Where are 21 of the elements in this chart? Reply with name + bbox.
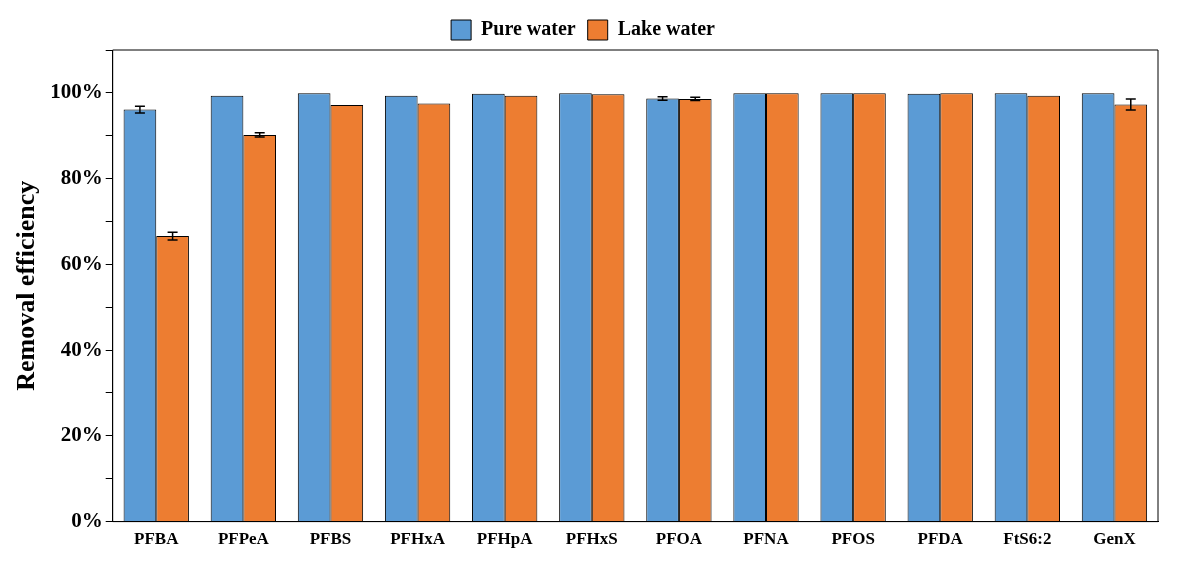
x-tick-label: GenX bbox=[1093, 529, 1137, 549]
y-tick-label: 40% bbox=[60, 336, 103, 361]
x-tick-label: PFHpA bbox=[476, 529, 534, 549]
x-tick-label: PFOS bbox=[831, 529, 875, 549]
x-tick-label: PFBS bbox=[309, 529, 352, 549]
y-tick-label: 100% bbox=[50, 79, 103, 104]
y-axis-title: Removal efficiency bbox=[11, 180, 41, 391]
x-tick-label: PFOA bbox=[655, 529, 703, 549]
legend-label: Lake water bbox=[617, 17, 716, 40]
x-tick-label: FtS6:2 bbox=[1003, 529, 1052, 549]
x-tick-label: PFBA bbox=[134, 529, 180, 549]
x-tick-label: PFNA bbox=[743, 529, 790, 549]
x-tick-label: PFHxA bbox=[390, 529, 446, 549]
x-tick-label: PFDA bbox=[917, 529, 964, 549]
y-tick-label: 80% bbox=[60, 165, 103, 190]
y-tick-label: 0% bbox=[71, 508, 103, 533]
x-tick-label: PFHxS bbox=[565, 529, 618, 549]
x-tick-label: PFPeA bbox=[217, 529, 270, 549]
y-tick-label: 60% bbox=[60, 250, 103, 275]
legend-label: Pure water bbox=[481, 17, 576, 40]
y-tick-label: 20% bbox=[60, 422, 103, 447]
